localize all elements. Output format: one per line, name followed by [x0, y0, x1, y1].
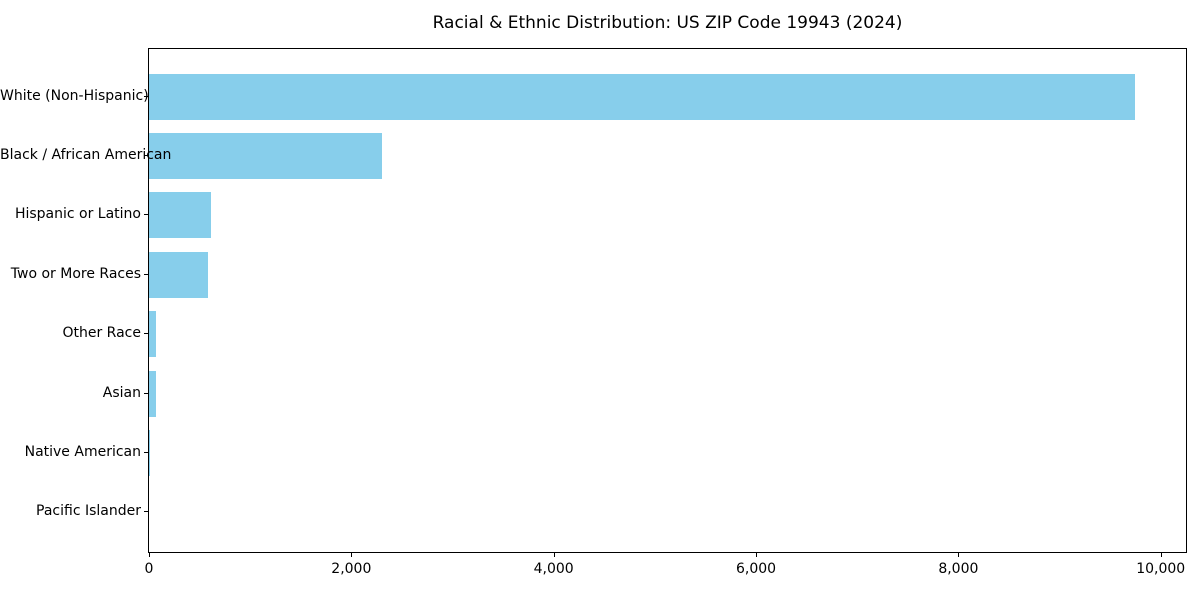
y-tick-label-pacific-islander: Pacific Islander: [36, 503, 141, 520]
y-tick-label-asian: Asian: [102, 384, 141, 401]
y-tick-mark-two-or-more-races: [144, 273, 148, 275]
x-tick-mark-8000: [958, 553, 960, 557]
plot-area: [148, 48, 1187, 553]
y-tick-label-hispanic-or-latino: Hispanic or Latino: [14, 206, 141, 223]
y-tick-label-two-or-more-races: Two or More Races: [10, 265, 141, 282]
y-tick-mark-other-race: [144, 333, 148, 335]
x-tick-label-8000: 8,000: [938, 561, 979, 577]
y-tick-mark-native-american: [144, 451, 148, 453]
bar-two-or-more-races: [149, 251, 209, 298]
x-tick-label-6000: 6,000: [735, 561, 777, 577]
y-tick-mark-hispanic-or-latino: [144, 214, 148, 216]
bar-asian: [149, 370, 157, 417]
y-tick-mark-black-african-american: [144, 154, 148, 156]
x-tick-label-4000: 4,000: [533, 561, 574, 577]
x-tick-label-2000: 2,000: [331, 561, 372, 577]
y-tick-mark-pacific-islander: [144, 511, 148, 513]
y-tick-label-black-african-american: Black / African American: [0, 146, 172, 163]
y-tick-label-other-race: Other Race: [62, 325, 141, 342]
y-tick-mark-asian: [144, 392, 148, 394]
chart-title: Racial & Ethnic Distribution: US ZIP Cod…: [432, 13, 903, 33]
y-tick-label-white-non-hispanic: White (Non-Hispanic): [0, 87, 149, 104]
x-tick-mark-2000: [351, 553, 353, 557]
x-tick-mark-4000: [553, 553, 555, 557]
bar-native-american: [149, 429, 150, 476]
x-tick-label-0: 0: [144, 561, 154, 577]
y-tick-mark-white-non-hispanic: [144, 95, 148, 97]
x-tick-label-10000: 10,000: [1136, 561, 1186, 577]
bar-black-african-american: [149, 132, 382, 179]
x-tick-mark-0: [149, 553, 150, 557]
y-tick-label-native-american: Native American: [24, 443, 141, 460]
bar-hispanic-or-latino: [149, 192, 212, 239]
bar-other-race: [149, 311, 157, 358]
bar-white-non-hispanic: [149, 73, 1136, 120]
x-tick-mark-6000: [756, 553, 758, 557]
x-tick-mark-10000: [1160, 553, 1162, 557]
